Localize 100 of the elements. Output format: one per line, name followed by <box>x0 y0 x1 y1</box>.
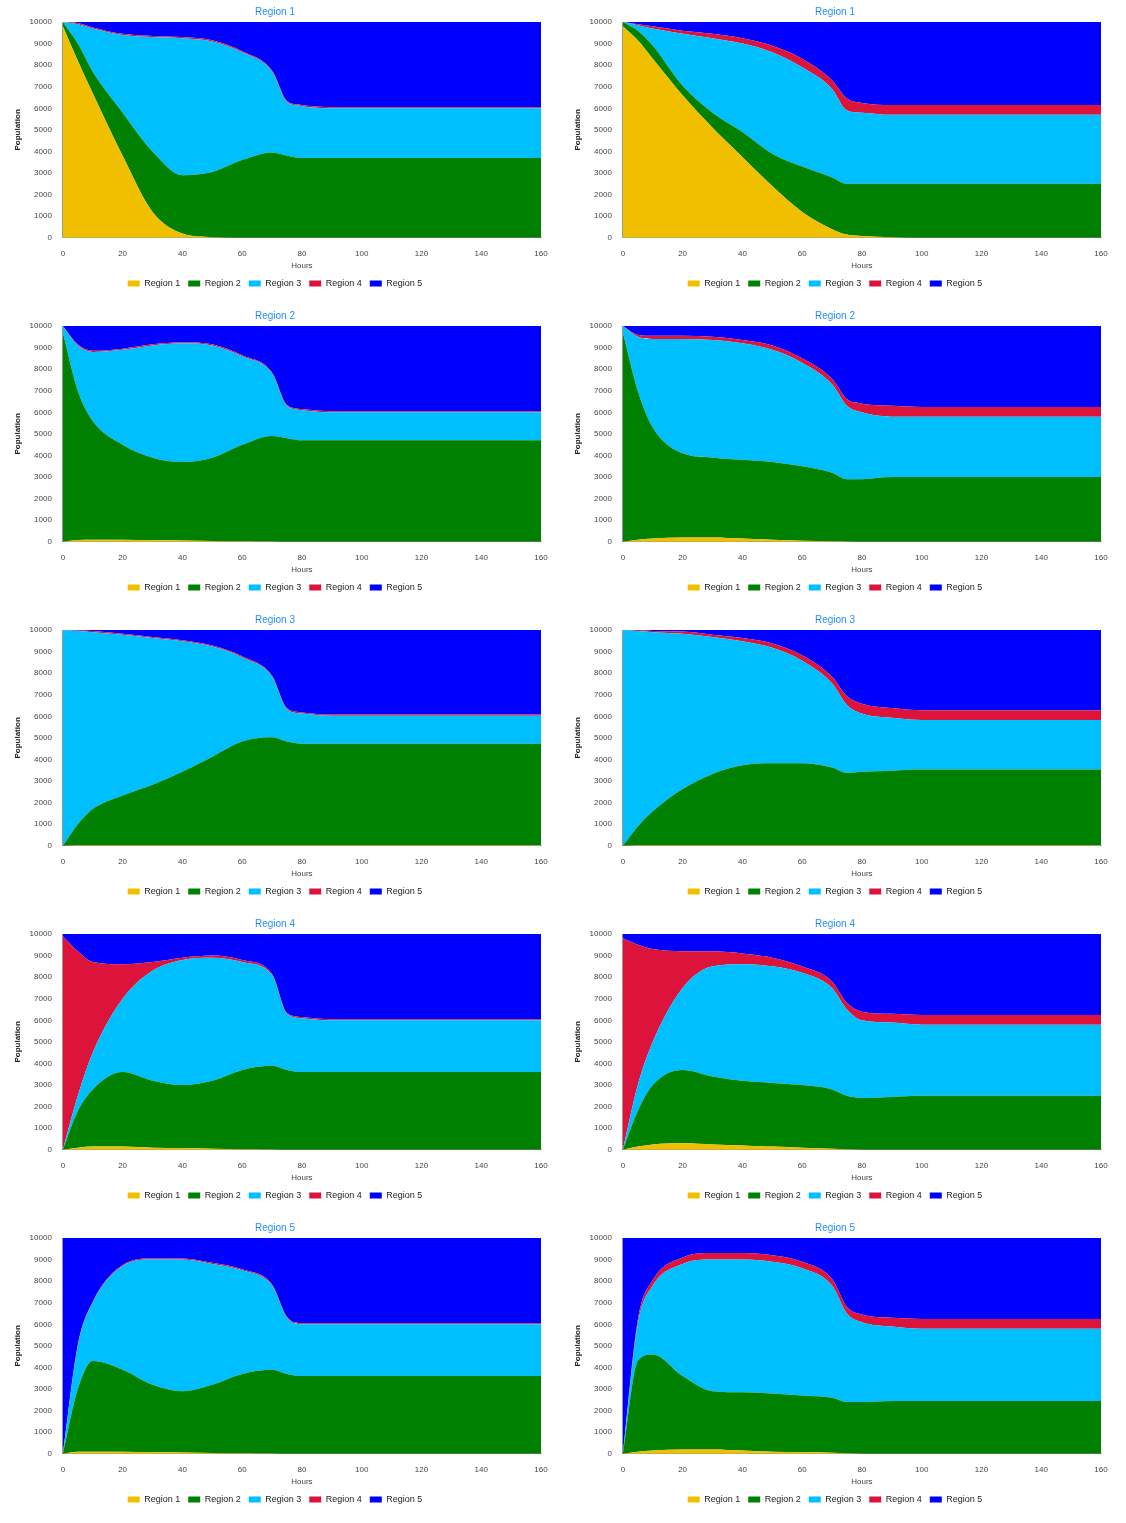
legend-label: Region 5 <box>946 581 983 592</box>
y-tick-label: 5000 <box>594 733 613 743</box>
y-tick-label: 6000 <box>34 711 53 721</box>
y-tick-label: 2000 <box>34 1101 53 1111</box>
legend-label: Region 1 <box>704 581 741 592</box>
y-tick-label: 5000 <box>34 1341 53 1351</box>
x-tick-label: 40 <box>177 856 188 866</box>
x-tick-label: 160 <box>1094 1464 1109 1474</box>
x-tick-label: 140 <box>474 1464 489 1474</box>
chart-title: Region 3 <box>254 613 296 625</box>
x-tick-label: 140 <box>1034 1464 1049 1474</box>
y-tick-label: 0 <box>607 1449 613 1458</box>
legend-label: Region 4 <box>885 1189 922 1200</box>
y-tick-label: 10000 <box>29 321 53 331</box>
x-tick-label: 20 <box>678 248 688 258</box>
legend-label: Region 1 <box>144 1493 181 1504</box>
x-tick-label: 160 <box>534 1160 549 1170</box>
y-tick-label: 6000 <box>594 1319 613 1329</box>
x-tick-label: 100 <box>355 1464 369 1474</box>
y-tick-label: 10000 <box>589 929 613 939</box>
y-tick-label: 9000 <box>594 1254 613 1264</box>
y-tick-label: 4000 <box>594 450 613 460</box>
x-tick-label: 60 <box>237 1160 248 1170</box>
x-tick-label: 20 <box>118 248 128 258</box>
y-tick-label: 6000 <box>34 407 53 417</box>
x-tick-label: 100 <box>915 1160 929 1170</box>
x-tick-label: 0 <box>620 1160 626 1170</box>
legend-label: Region 3 <box>825 277 862 288</box>
legend-label: Region 1 <box>144 885 181 896</box>
y-tick-label: 3000 <box>594 1080 613 1090</box>
y-tick-label: 9000 <box>594 646 613 656</box>
x-tick-label: 80 <box>857 856 867 866</box>
y-tick-label: 8000 <box>34 972 53 982</box>
y-tick-label: 6000 <box>34 103 53 113</box>
legend-label: Region 4 <box>325 277 362 288</box>
x-tick-label: 120 <box>974 552 989 562</box>
y-tick-label: 7000 <box>594 81 613 91</box>
y-tick-label: 3000 <box>594 1384 613 1394</box>
y-tick-label: 5000 <box>34 429 53 439</box>
y-axis-title: Population <box>13 717 22 759</box>
x-tick-label: 0 <box>620 1464 626 1474</box>
legend-label: Region 1 <box>144 1189 181 1200</box>
legend-label: Region 4 <box>885 277 922 288</box>
y-tick-label: 7000 <box>34 385 53 395</box>
x-tick-label: 120 <box>414 248 429 258</box>
x-tick-label: 120 <box>414 1464 429 1474</box>
x-tick-label: 40 <box>177 1160 188 1170</box>
legend-label: Region 2 <box>764 1189 801 1200</box>
x-tick-label: 160 <box>534 248 549 258</box>
y-tick-label: 3000 <box>34 776 53 786</box>
chart-title: Region 4 <box>254 917 296 929</box>
y-tick-label: 6000 <box>594 1015 613 1025</box>
chart-title: Region 3 <box>814 613 856 625</box>
x-tick-label: 0 <box>620 248 626 258</box>
x-tick-label: 140 <box>1034 248 1049 258</box>
legend-label: Region 4 <box>885 885 922 896</box>
legend-label: Region 4 <box>325 1189 362 1200</box>
y-tick-label: 2000 <box>594 797 613 807</box>
x-tick-label: 40 <box>737 248 748 258</box>
y-tick-label: 8000 <box>34 364 53 374</box>
y-tick-label: 10000 <box>29 625 53 635</box>
y-tick-label: 4000 <box>594 1058 613 1068</box>
x-tick-label: 80 <box>857 552 867 562</box>
y-tick-label: 7000 <box>594 1297 613 1307</box>
y-axis-title: Population <box>13 1325 22 1367</box>
x-tick-label: 100 <box>355 856 369 866</box>
y-tick-label: 9000 <box>594 38 613 48</box>
legend-label: Region 1 <box>704 1189 741 1200</box>
x-axis-title: Hours <box>291 565 313 575</box>
y-tick-label: 1000 <box>34 1427 53 1437</box>
x-tick-label: 20 <box>678 1160 688 1170</box>
legend-label: Region 1 <box>704 277 741 288</box>
y-tick-label: 1000 <box>594 819 613 829</box>
legend-label: Region 1 <box>704 885 741 896</box>
y-axis-title: Population <box>573 1325 582 1367</box>
chart-title: Region 5 <box>254 1221 296 1233</box>
y-tick-label: 5000 <box>34 733 53 743</box>
y-tick-label: 4000 <box>34 146 53 156</box>
x-tick-label: 100 <box>355 1160 369 1170</box>
x-tick-label: 60 <box>797 552 808 562</box>
y-tick-label: 7000 <box>34 1297 53 1307</box>
legend-label: Region 5 <box>386 581 423 592</box>
x-tick-label: 120 <box>414 856 429 866</box>
legend-label: Region 3 <box>265 581 302 592</box>
legend-label: Region 5 <box>946 1189 983 1200</box>
y-tick-label: 7000 <box>594 993 613 1003</box>
x-tick-label: 60 <box>797 1464 808 1474</box>
y-tick-label: 2000 <box>34 189 53 199</box>
x-tick-label: 0 <box>60 1464 66 1474</box>
y-tick-label: 2000 <box>34 797 53 807</box>
y-tick-label: 6000 <box>34 1015 53 1025</box>
legend-label: Region 5 <box>946 885 983 896</box>
y-tick-label: 7000 <box>34 993 53 1003</box>
y-tick-label: 9000 <box>34 950 53 960</box>
x-axis-title: Hours <box>851 261 873 271</box>
legend-label: Region 2 <box>204 1189 241 1200</box>
y-tick-label: 7000 <box>34 81 53 91</box>
x-tick-label: 20 <box>118 1160 128 1170</box>
legend-label: Region 3 <box>825 1493 862 1504</box>
x-tick-label: 80 <box>297 1464 307 1474</box>
